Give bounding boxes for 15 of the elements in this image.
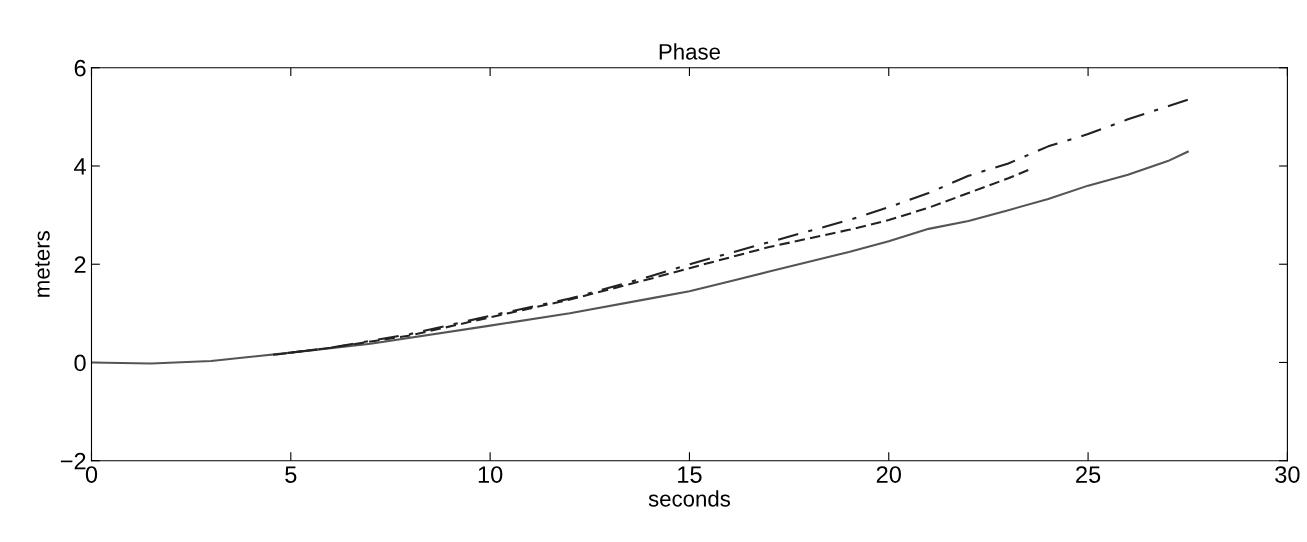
y-tick-label: 4 [74, 158, 86, 175]
x-tick-label: 25 [1076, 466, 1101, 483]
y-tick-label: 2 [74, 256, 86, 273]
x-tick-label: 5 [285, 466, 297, 483]
x-tick-label: 10 [478, 466, 503, 483]
x-axis-title: seconds [648, 490, 731, 507]
y-tick-label: 6 [74, 59, 86, 77]
x-tick-label: 15 [678, 466, 702, 483]
y-tick-label: −2 [60, 452, 86, 470]
y-tick-label: 0 [74, 354, 86, 372]
y-axis-title: meters [35, 231, 50, 297]
x-tick-label: 30 [1275, 466, 1300, 483]
x-tick-label: 0 [85, 466, 98, 483]
chart-title: Phase [659, 43, 720, 60]
x-tick-label: 20 [876, 466, 901, 483]
